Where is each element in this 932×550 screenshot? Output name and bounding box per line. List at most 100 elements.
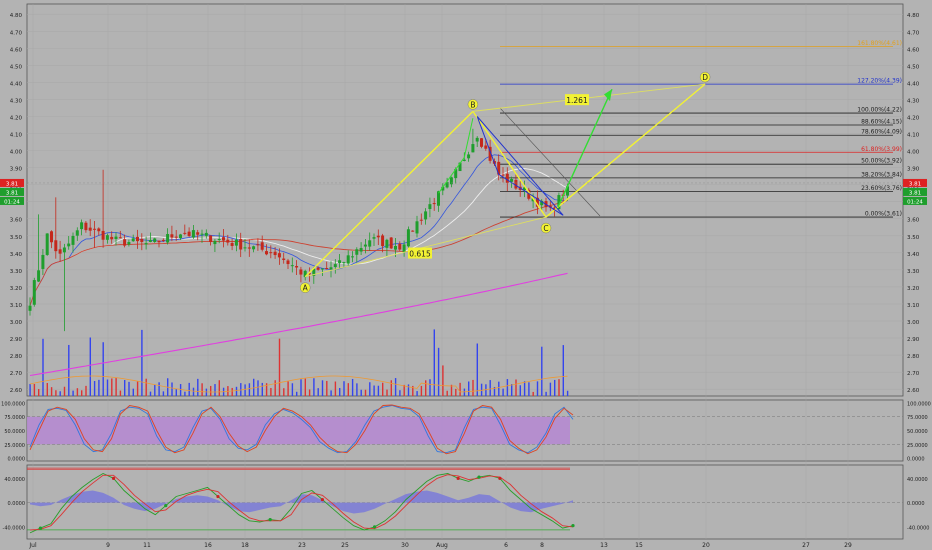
volume-bar	[382, 382, 384, 396]
candle-body	[183, 232, 187, 234]
stoch-y-tick-right: 50.0000	[907, 429, 928, 435]
oscillator-panel	[27, 467, 903, 534]
candle-body	[88, 227, 92, 231]
candle-body	[179, 234, 182, 239]
price-y-tick-right: 3.00	[907, 320, 920, 326]
fib-level-label: 50.00%(3.92)	[861, 158, 902, 165]
volume-bar	[558, 379, 560, 396]
candle-body	[213, 240, 217, 245]
volume-bar	[218, 380, 220, 396]
volume-bar	[257, 380, 259, 396]
candle-body	[191, 230, 195, 238]
volume-bar	[463, 388, 466, 396]
volume-bar	[437, 347, 440, 396]
volume-bar	[214, 384, 216, 396]
candle-body	[411, 230, 415, 232]
candle-body	[234, 239, 238, 246]
osc-cross-dot	[477, 475, 481, 479]
close-price-value-left: 3.81	[6, 190, 18, 196]
candle-body	[368, 240, 372, 247]
price-y-tick-right: 4.70	[907, 30, 920, 36]
close-price-tag-left	[0, 187, 24, 196]
candle-body	[437, 191, 440, 206]
candle-body	[424, 211, 428, 220]
osc-slow-line	[29, 474, 574, 531]
price-y-tick-left: 4.80	[10, 13, 23, 19]
volume-bar	[59, 391, 61, 396]
volume-bar	[442, 365, 444, 396]
candle-body	[277, 253, 281, 258]
volume-bar	[149, 391, 152, 396]
fib-level-label: 88.60%(4.15)	[861, 119, 902, 126]
price-y-tick-left: 4.60	[10, 47, 23, 53]
price-y-tick-left: 3.10	[10, 303, 23, 309]
candle-body	[230, 243, 234, 246]
pattern-leg-cd	[545, 83, 706, 218]
x-tick-label: 6	[504, 542, 508, 549]
price-y-tick-left: 4.20	[10, 115, 23, 121]
candle-body	[239, 239, 243, 250]
candle-body	[105, 235, 109, 240]
x-tick-label: 16	[204, 542, 212, 549]
volume-bar	[265, 383, 268, 396]
volume-bar	[33, 384, 36, 396]
osc-y-tick-right: 0.0000	[907, 501, 925, 507]
volume-bar	[132, 388, 134, 396]
volume-bar	[562, 345, 564, 396]
candle-body	[312, 268, 316, 276]
volume-bar	[339, 387, 341, 396]
volume-bars	[29, 329, 569, 396]
volume-bar	[528, 382, 530, 396]
volume-bar	[111, 378, 113, 396]
ratio-label: 0.615	[409, 250, 431, 259]
x-tick-label: 15	[635, 542, 643, 549]
volume-bar	[248, 383, 251, 396]
price-y-tick-right: 3.30	[907, 269, 920, 275]
price-y-tick-right: 2.90	[907, 337, 920, 343]
candle-body	[445, 182, 449, 188]
price-y-tick-left: 4.10	[10, 133, 23, 139]
ma-white-line	[29, 168, 568, 306]
candle-body	[385, 239, 389, 248]
candle-body	[299, 269, 303, 275]
candle-body	[488, 146, 492, 161]
candle-body	[355, 249, 359, 255]
volume-bar	[446, 390, 448, 396]
panel-border	[26, 464, 904, 540]
candle-body	[260, 242, 264, 250]
close-price-tag-right	[903, 187, 927, 196]
fib-level-label: 100.00%(4.22)	[857, 107, 902, 114]
candle-body	[484, 145, 488, 149]
price-y-tick-left: 4.70	[10, 30, 23, 36]
volume-bar	[407, 384, 410, 396]
volume-bar	[287, 381, 289, 396]
candle-body	[419, 219, 423, 221]
x-tick-label: 27	[802, 542, 810, 549]
volume-bar	[412, 385, 414, 396]
volume-bar	[343, 381, 345, 396]
candle-body	[320, 268, 324, 270]
volume-bar	[106, 379, 109, 396]
volume-bar	[210, 385, 212, 396]
ratio-label-bg	[565, 94, 589, 106]
candle-body	[204, 232, 208, 236]
price-y-tick-left: 3.60	[10, 218, 23, 224]
candle-body	[402, 244, 406, 252]
candle-body	[174, 236, 178, 238]
osc-cross-dot	[268, 517, 272, 522]
osc-cross-dot	[571, 524, 575, 528]
volume-bar	[330, 390, 332, 396]
candle-body	[295, 266, 299, 268]
price-y-tick-right: 4.60	[907, 47, 920, 53]
candle-body	[127, 242, 131, 245]
volume-bar	[171, 382, 173, 396]
point-label-c: C	[543, 224, 548, 233]
candle-body	[110, 236, 114, 240]
volume-bar	[416, 391, 418, 396]
point-label-a: A	[303, 284, 309, 293]
volume-bar	[278, 338, 281, 396]
candle-body	[41, 254, 45, 269]
price-y-tick-right: 4.20	[907, 115, 920, 121]
